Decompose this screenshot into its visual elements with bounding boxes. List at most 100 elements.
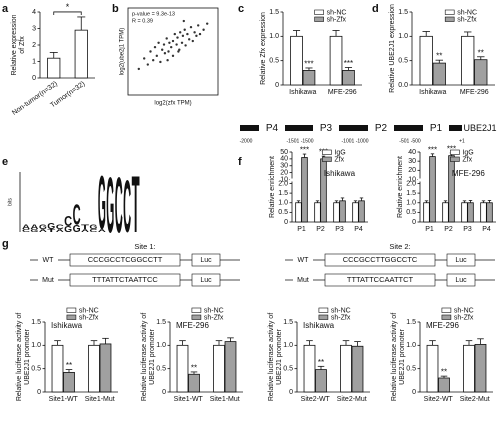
row-name: Mut — [42, 277, 54, 284]
x-tick-label: Site1-Mut — [210, 396, 240, 403]
chart-title: Ishikawa — [303, 321, 335, 330]
legend-label: sh-NC — [327, 9, 347, 16]
x-tick-label: Site1-Mut — [85, 396, 115, 403]
bar — [301, 157, 308, 223]
sequence-box — [324, 253, 436, 267]
logo-letter: C — [64, 213, 72, 230]
promoter-line — [240, 125, 470, 131]
logo-letter: C — [123, 165, 131, 248]
significance-label: *** — [428, 145, 437, 154]
x-tick-label: P3 — [463, 226, 472, 233]
panel-label: d — [372, 3, 379, 15]
legend-swatch — [318, 307, 329, 313]
bar — [480, 202, 487, 223]
legend-label: sh-Zfx — [454, 314, 474, 321]
position-label: -501 -500 — [399, 138, 421, 144]
bar — [295, 202, 302, 223]
scatter-point — [202, 28, 205, 31]
legend-label: sh-NC — [331, 307, 351, 314]
reporter: Luc — [200, 277, 212, 284]
bar — [351, 345, 364, 393]
legend-swatch — [191, 307, 202, 313]
scatter-point — [159, 60, 162, 64]
scatter-point — [152, 59, 155, 62]
bar — [340, 344, 352, 393]
region-label: P1 — [430, 123, 443, 134]
legend-label: sh-NC — [454, 307, 474, 314]
y-tick-label: 2 — [32, 42, 36, 49]
sequence-box — [324, 273, 436, 287]
y-tick-label: 1.0 — [398, 33, 408, 40]
y-axis-label: Relative UBE2J1 expression — [389, 4, 396, 93]
y-tick-label: 1.5 — [31, 319, 41, 326]
logo-letter: C — [89, 229, 97, 234]
y-axis-label: Relative expression — [11, 14, 18, 75]
y-tick-label: 30 — [280, 163, 288, 170]
region-box — [259, 121, 285, 135]
bar — [352, 202, 359, 223]
logo-letter: G — [39, 224, 47, 231]
scatter-point — [173, 32, 176, 36]
sequence: CCCGCCTCGGCCTT — [88, 255, 163, 264]
panel-label: b — [112, 3, 119, 15]
scatter-point — [179, 31, 182, 34]
x-tick-label: P4 — [354, 226, 363, 233]
scatter-point — [182, 19, 185, 23]
legend-label: sh-NC — [457, 9, 477, 16]
scatter-point — [171, 54, 175, 58]
x-tick-label: Ishikawa — [289, 89, 316, 96]
logo-letter: G — [89, 224, 97, 231]
bar — [467, 202, 474, 223]
scatter-point — [146, 63, 149, 66]
bar — [423, 202, 430, 223]
y-tick-label: 10 — [280, 176, 288, 183]
logo-letter: G — [47, 222, 55, 231]
row-name: WT — [43, 257, 55, 264]
legend-swatch — [450, 149, 460, 155]
significance-label: ** — [478, 48, 484, 57]
x-tick-label: MFE-296 — [460, 89, 489, 96]
y-tick-label: 0 — [289, 389, 293, 396]
scatter-point — [198, 32, 202, 36]
y-tick-label: 1 — [32, 58, 36, 65]
x-tick-label: Site1-WT — [49, 396, 79, 403]
legend-label: Zfx — [334, 156, 344, 163]
bar — [176, 344, 189, 393]
scatter-point — [157, 41, 160, 44]
y-tick-label: 0 — [162, 389, 166, 396]
y-tick-label: 1.5 — [398, 9, 408, 16]
y-tick-label: 0.5 — [269, 58, 279, 65]
bar — [432, 62, 446, 86]
name-box — [293, 275, 313, 285]
significance-label: *** — [300, 146, 309, 155]
logo-letter: A — [39, 229, 47, 234]
panel-label: c — [238, 3, 244, 15]
y-tick-label: 0.5 — [283, 366, 293, 373]
logo-letter: G — [73, 224, 81, 235]
y-axis-label: UBE2J1 promoter — [399, 329, 406, 385]
region-label: P4 — [266, 123, 279, 134]
y-tick-label: 0.5 — [406, 209, 416, 216]
y-axis-label: UBE2J1 promoter — [149, 329, 156, 385]
legend-label: sh-Zfx — [79, 314, 99, 321]
plot-frame — [127, 7, 219, 96]
y-tick-label: 1.5 — [269, 9, 279, 16]
chart-title: Ishikawa — [324, 169, 356, 178]
position-label: -1501 -1500 — [287, 138, 314, 144]
scatter-point — [175, 43, 178, 46]
legend-swatch — [314, 9, 324, 15]
logo-letter: A — [22, 224, 30, 231]
y-tick-label: 1.0 — [283, 342, 293, 349]
y-tick-label: 0 — [412, 219, 416, 226]
y-tick-label: 1.5 — [283, 319, 293, 326]
logo-letter: C — [22, 229, 30, 234]
bar — [290, 35, 303, 86]
sequence: TTTATTCTAATTCC — [92, 275, 158, 284]
y-axis-label: Relative Zfx expression — [260, 12, 267, 85]
legend-swatch — [450, 156, 460, 162]
y-tick-label: 2.0 — [278, 180, 288, 187]
y-tick-label: 1.5 — [406, 319, 416, 326]
y-tick-label: 1.5 — [278, 190, 288, 197]
bar — [442, 202, 449, 223]
